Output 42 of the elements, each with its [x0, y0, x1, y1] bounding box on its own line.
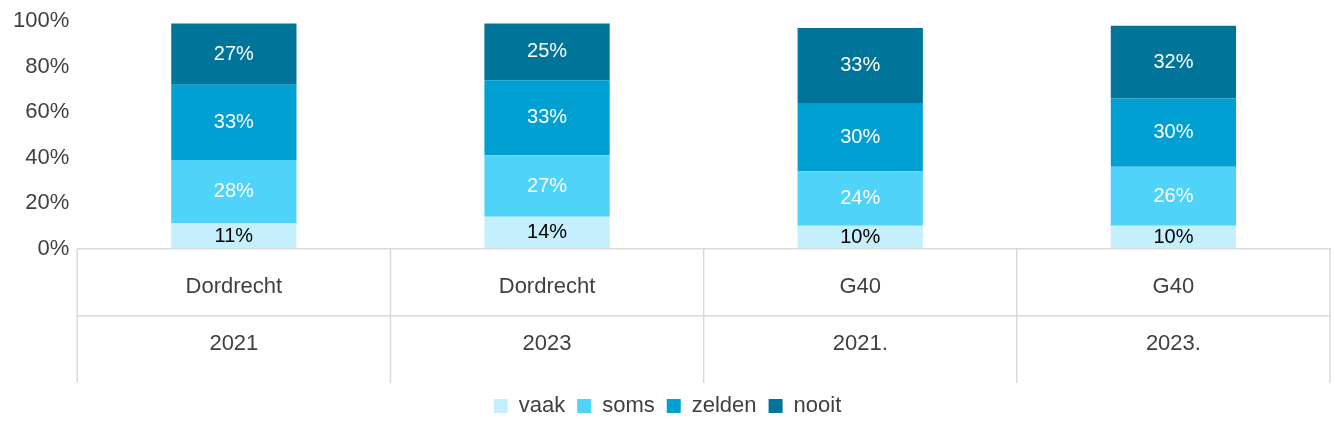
bar	[797, 28, 923, 104]
data-label: 30%	[1153, 120, 1194, 143]
data-label: 33%	[213, 109, 255, 132]
data-label: 14%	[527, 220, 568, 243]
category-label: Dordrecht 2021	[185, 273, 283, 356]
data-label: 28%	[213, 179, 255, 202]
category-label: G40 2023.	[1145, 273, 1201, 356]
y-tick-label: 40%	[25, 143, 70, 169]
data-label: 33%	[840, 53, 881, 76]
bar	[171, 23, 297, 85]
bar	[797, 171, 923, 226]
y-tick-label: 80%	[25, 52, 70, 78]
bar	[171, 159, 297, 224]
y-tick-label: 20%	[25, 189, 70, 215]
y-tick-label: 60%	[25, 98, 70, 124]
bar	[1110, 166, 1237, 226]
data-label: 10%	[840, 224, 881, 247]
data-label: 10%	[1153, 224, 1194, 247]
bar	[171, 84, 297, 160]
bar	[1110, 98, 1237, 167]
bar	[484, 155, 610, 217]
bar	[1110, 25, 1237, 99]
data-label: 24%	[840, 186, 881, 209]
legend-label: vaak	[518, 392, 567, 418]
legend-label: soms	[602, 392, 655, 418]
data-label: 32%	[1153, 49, 1194, 72]
y-tick-label: 0%	[37, 234, 70, 260]
data-label: 27%	[213, 41, 255, 64]
data-label: 33%	[527, 105, 568, 128]
legend-label: zelden	[691, 392, 757, 418]
data-label: 30%	[840, 124, 881, 147]
category-label: G40 2021.	[832, 273, 888, 356]
bar	[484, 80, 610, 156]
data-label: 26%	[1153, 183, 1194, 206]
legend-label: nooit	[793, 392, 842, 418]
y-tick-label: 100%	[12, 7, 70, 33]
bar	[484, 216, 610, 249]
data-label: 27%	[527, 173, 568, 196]
bar	[484, 23, 610, 81]
data-label: 11%	[214, 223, 254, 246]
data-label: 25%	[527, 39, 568, 62]
bar	[797, 103, 923, 172]
